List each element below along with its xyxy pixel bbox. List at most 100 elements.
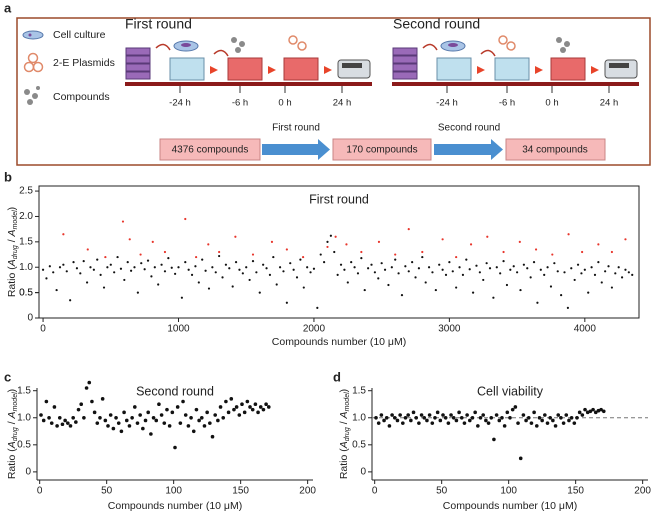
point [72, 261, 75, 264]
point [221, 415, 226, 420]
y-label-part: A [338, 441, 350, 449]
point [100, 397, 105, 401]
y-label-part: drug [12, 245, 19, 259]
x-tick-label: 4000 [574, 324, 597, 335]
point [360, 250, 363, 254]
point [62, 263, 65, 266]
point [462, 421, 467, 425]
point [208, 421, 212, 425]
point [430, 421, 435, 425]
point [55, 288, 58, 292]
point [202, 424, 207, 428]
point [237, 413, 242, 417]
point [63, 418, 67, 423]
point [374, 415, 378, 420]
point [251, 253, 255, 256]
point [41, 418, 46, 423]
point [532, 261, 536, 264]
point [333, 250, 336, 254]
point [167, 256, 170, 260]
point [631, 273, 634, 276]
point [404, 265, 407, 268]
point [570, 267, 573, 270]
point [183, 413, 188, 417]
point [47, 415, 51, 420]
point [146, 410, 151, 415]
point [84, 386, 89, 390]
point [620, 276, 624, 279]
point [553, 424, 558, 428]
point [282, 270, 285, 273]
point [216, 418, 220, 423]
point [414, 276, 417, 279]
point [116, 421, 121, 425]
point [377, 240, 381, 243]
point [214, 271, 217, 274]
x-tick-label: 150 [567, 486, 584, 497]
point [49, 421, 54, 425]
point [360, 256, 363, 260]
point [104, 255, 107, 259]
point [106, 424, 110, 428]
point [48, 265, 51, 268]
flow-box [505, 138, 606, 161]
x-label-part: μ [224, 500, 230, 512]
y-axis-label: Ratio (Adrug / Amodel) [6, 207, 20, 297]
point [92, 268, 95, 271]
point [207, 287, 211, 290]
point [126, 261, 129, 264]
point [448, 261, 451, 264]
point [163, 270, 167, 273]
point [60, 422, 65, 427]
point [167, 424, 172, 428]
panel-label: d [333, 369, 341, 384]
point [485, 262, 488, 265]
point [417, 421, 421, 425]
point [512, 265, 515, 268]
point [157, 402, 161, 407]
point [245, 399, 250, 404]
point [270, 240, 274, 243]
point [427, 266, 431, 269]
point [175, 405, 180, 409]
point [370, 263, 373, 266]
y-tick-label: 2.5 [19, 186, 33, 197]
legend-label: Cell culture [53, 29, 106, 41]
point [133, 405, 137, 409]
point [438, 418, 443, 423]
point [114, 415, 118, 420]
point [469, 243, 473, 246]
x-label-part: Compounds number (10 [443, 500, 559, 512]
point [556, 413, 561, 417]
point [419, 413, 424, 417]
y-tick-label: 1.5 [352, 385, 366, 396]
point [373, 271, 376, 274]
y-label-part: / [338, 418, 350, 427]
point [79, 402, 84, 407]
panel-label: a [4, 0, 12, 15]
point [443, 415, 448, 420]
x-tick-label: 2000 [303, 324, 326, 335]
point [102, 286, 106, 289]
point [492, 296, 495, 299]
point [130, 415, 134, 420]
point [143, 268, 146, 271]
flow-label: 34 compounds [522, 145, 588, 156]
time-label: 24 h [333, 98, 352, 109]
point [394, 258, 397, 261]
point [424, 281, 427, 284]
timeline [392, 35, 639, 93]
x-tick-label: 100 [500, 486, 517, 497]
point [285, 301, 288, 304]
point [98, 415, 102, 420]
point [251, 260, 255, 263]
point [421, 255, 424, 259]
point [481, 413, 486, 417]
point [302, 286, 305, 289]
point [573, 278, 576, 282]
point [548, 415, 552, 420]
point [346, 281, 349, 284]
point [139, 253, 142, 256]
x-tick-label: 0 [40, 324, 46, 335]
point [563, 271, 566, 274]
